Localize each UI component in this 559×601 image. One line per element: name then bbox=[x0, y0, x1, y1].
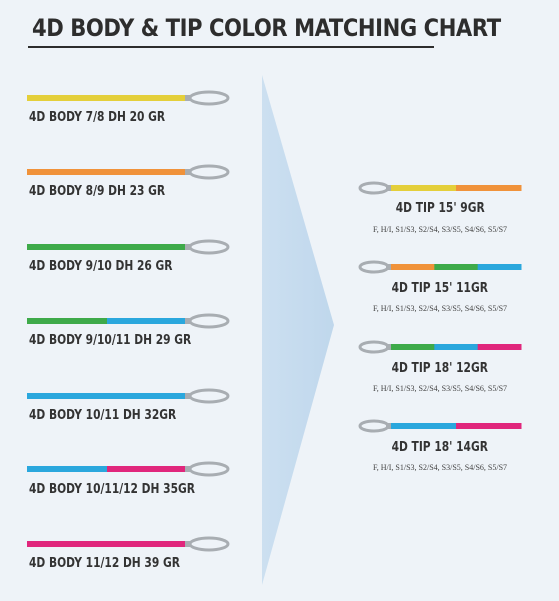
body-line bbox=[27, 388, 230, 404]
line-segment-green bbox=[27, 318, 108, 324]
tip-label: 4D TIP 15' 9GR bbox=[395, 201, 485, 216]
body-label: 4D BODY 8/9 DH 23 GR bbox=[29, 184, 166, 199]
loop-icon bbox=[188, 313, 230, 329]
loop-joint bbox=[185, 393, 191, 399]
line-segment-orange bbox=[391, 264, 435, 270]
line-segment-blue bbox=[27, 466, 108, 472]
loop-icon bbox=[358, 260, 390, 274]
line-segment-blue bbox=[27, 393, 188, 399]
tip-label: 4D TIP 18' 14GR bbox=[391, 440, 489, 455]
loop-joint bbox=[386, 344, 392, 350]
body-label: 4D BODY 7/8 DH 20 GR bbox=[29, 110, 166, 125]
page-title: 4D BODY & TIP COLOR MATCHING CHART bbox=[32, 14, 501, 42]
loop-icon bbox=[358, 181, 390, 195]
loop-icon bbox=[188, 388, 230, 404]
tip-compatibility: F, H/I, S1/S3, S2/S4, S3/S5, S4/S6, S5/S… bbox=[372, 384, 508, 393]
arrow-divider bbox=[262, 75, 334, 585]
body-label: 4D BODY 10/11/12 DH 35GR bbox=[29, 482, 195, 497]
loop-icon bbox=[188, 239, 230, 255]
line-segment-green bbox=[27, 244, 188, 250]
tip-line bbox=[358, 260, 522, 274]
body-line bbox=[27, 461, 230, 477]
line-segment-magenta bbox=[477, 344, 522, 350]
loop-joint bbox=[185, 466, 191, 472]
loop-icon bbox=[188, 90, 230, 106]
line-segment-green bbox=[391, 344, 435, 350]
tip-line bbox=[358, 340, 522, 354]
loop-joint bbox=[185, 318, 191, 324]
line-segment-blue bbox=[391, 423, 457, 429]
loop-joint bbox=[386, 423, 392, 429]
loop-icon bbox=[188, 536, 230, 552]
body-line bbox=[27, 239, 230, 255]
line-segment-magenta bbox=[107, 466, 188, 472]
loop-joint bbox=[185, 244, 191, 250]
body-label: 4D BODY 9/10/11 DH 29 GR bbox=[29, 333, 192, 348]
loop-joint bbox=[185, 541, 191, 547]
loop-joint bbox=[185, 95, 191, 101]
body-line bbox=[27, 164, 230, 180]
line-segment-yellow bbox=[391, 185, 457, 191]
body-label: 4D BODY 10/11 DH 32GR bbox=[29, 408, 177, 423]
line-segment-blue bbox=[107, 318, 188, 324]
body-line bbox=[27, 313, 230, 329]
loop-joint bbox=[386, 185, 392, 191]
loop-icon bbox=[188, 164, 230, 180]
line-segment-orange bbox=[456, 185, 522, 191]
tip-label: 4D TIP 18' 12GR bbox=[391, 361, 489, 376]
line-segment-yellow bbox=[27, 95, 188, 101]
body-line bbox=[27, 90, 230, 106]
loop-joint bbox=[386, 264, 392, 270]
tip-label: 4D TIP 15' 11GR bbox=[391, 281, 489, 296]
body-label: 4D BODY 11/12 DH 39 GR bbox=[29, 556, 180, 571]
loop-joint bbox=[185, 169, 191, 175]
title-underline bbox=[28, 46, 434, 48]
loop-icon bbox=[358, 419, 390, 433]
line-segment-blue bbox=[477, 264, 522, 270]
loop-icon bbox=[188, 461, 230, 477]
tip-line bbox=[358, 419, 522, 433]
line-segment-orange bbox=[27, 169, 188, 175]
tip-line bbox=[358, 181, 522, 195]
body-line bbox=[27, 536, 230, 552]
tip-compatibility: F, H/I, S1/S3, S2/S4, S3/S5, S4/S6, S5/S… bbox=[372, 304, 508, 313]
tip-compatibility: F, H/I, S1/S3, S2/S4, S3/S5, S4/S6, S5/S… bbox=[372, 463, 508, 472]
tip-compatibility: F, H/I, S1/S3, S2/S4, S3/S5, S4/S6, S5/S… bbox=[372, 225, 508, 234]
line-segment-magenta bbox=[456, 423, 522, 429]
line-segment-green bbox=[434, 264, 479, 270]
line-segment-blue bbox=[434, 344, 479, 350]
body-label: 4D BODY 9/10 DH 26 GR bbox=[29, 259, 173, 274]
loop-icon bbox=[358, 340, 390, 354]
line-segment-magenta bbox=[27, 541, 188, 547]
